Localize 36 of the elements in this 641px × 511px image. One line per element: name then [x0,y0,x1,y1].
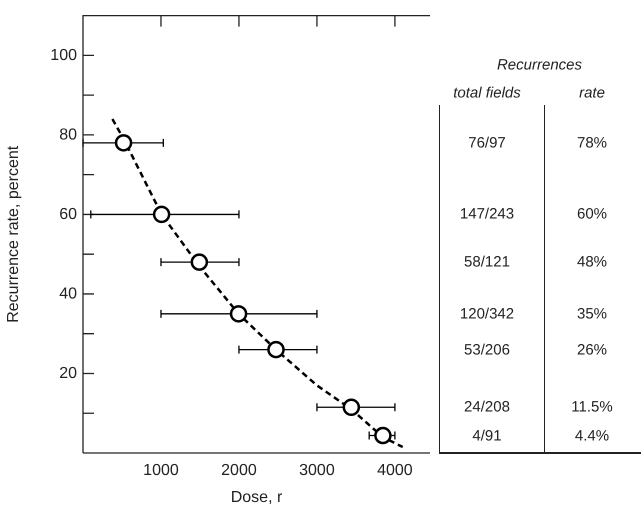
y-tick-label: 40 [59,285,78,302]
text: 60% [576,206,608,223]
text: 24/208 [464,398,510,416]
y-axis-title: Recurrence rate, percent [5,145,22,323]
text: 53/206 [464,341,510,358]
point [230,305,248,323]
x-tick-label: 2000 [221,462,257,480]
x-tick-label: 1000 [143,462,179,480]
point [190,253,208,271]
text: 120/342 [460,305,514,322]
x-axis-title: Dose, r [230,488,283,506]
y-tick-label: 20 [59,364,78,382]
text: 4.4% [574,427,610,444]
line-series [111,118,404,448]
text: Recurrences [496,56,582,74]
point [267,340,285,358]
text: 147/243 [460,206,514,223]
text: rate [579,84,605,102]
y-tick-label: 60 [59,206,78,223]
text: 26% [576,341,608,358]
text: 48% [576,254,608,271]
text: 76/97 [468,134,506,152]
point [114,134,132,152]
text: 11.5% [571,398,613,416]
x-tick-label: 4000 [377,462,413,480]
point [374,426,392,444]
x-tick-label: 3000 [299,462,335,480]
text: total fields [453,84,521,102]
text: 4/91 [472,427,502,444]
y-tick-label: 100 [50,46,78,64]
y-tick-label: 80 [59,126,78,144]
text: 78% [576,134,608,152]
point [152,206,170,224]
text: 58/121 [464,254,510,271]
point [342,398,360,416]
text: 35% [576,305,608,322]
